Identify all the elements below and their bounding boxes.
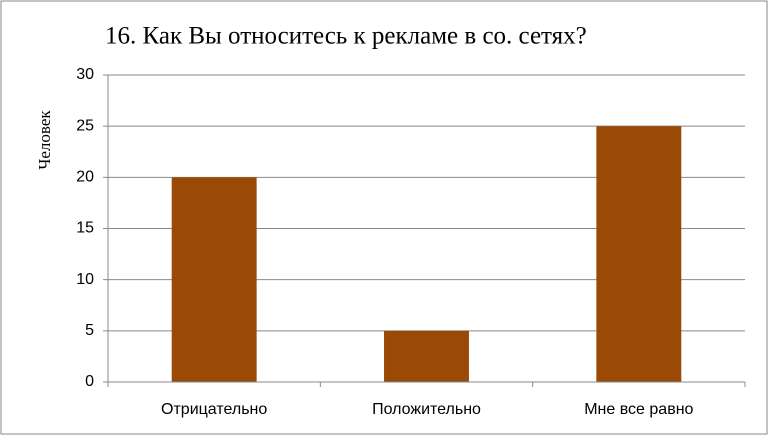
bar (384, 330, 469, 382)
y-tick-label: 15 (76, 220, 94, 237)
y-tick-label: 25 (76, 117, 94, 134)
y-tick-label: 0 (85, 373, 94, 390)
y-tick-label: 10 (76, 271, 94, 288)
y-tick-label: 5 (85, 322, 94, 339)
chart-title: 16. Как Вы относитесь к рекламе в со. се… (105, 23, 587, 50)
bar (171, 177, 257, 382)
y-tick-label: 20 (76, 169, 94, 186)
x-tick-label: Положительно (372, 401, 481, 418)
bar (596, 126, 682, 383)
x-tick-label: Мне все равно (584, 401, 693, 418)
y-axis-label: Человек (35, 110, 54, 170)
x-tick-label: Отрицательно (161, 401, 267, 418)
y-tick-label: 30 (76, 66, 94, 83)
